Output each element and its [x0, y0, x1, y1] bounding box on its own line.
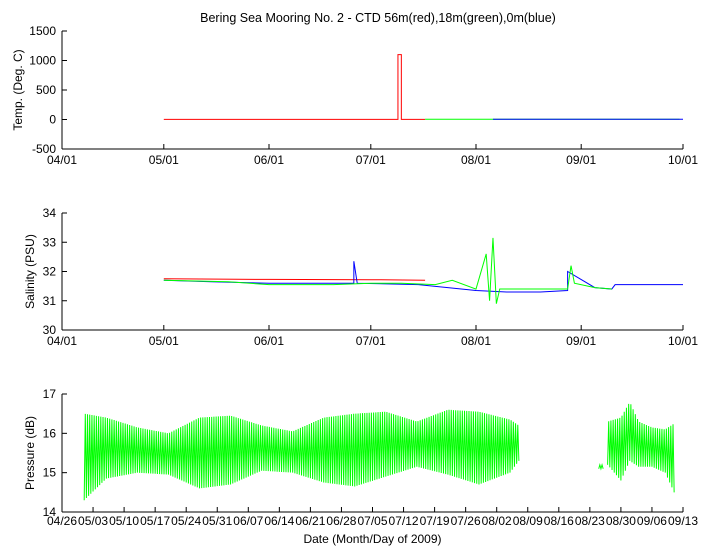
series-line-0-segment-2 — [607, 403, 675, 493]
plot-area — [163, 237, 683, 304]
y-tick-label: 30 — [43, 323, 57, 337]
series-line-0-segment-0 — [83, 409, 520, 501]
x-tick-label: 04/01 — [47, 153, 77, 167]
x-axis-label: Date (Month/Day of 2009) — [303, 532, 441, 546]
x-tick-label: 05/17 — [140, 514, 170, 528]
y-axis-label: Temp. (Deg. C) — [11, 49, 25, 130]
x-tick-label: 09/01 — [566, 153, 596, 167]
x-tick-label: 05/01 — [149, 334, 179, 348]
y-tick-label: 14 — [43, 505, 57, 519]
y-tick-label: 15 — [43, 466, 57, 480]
x-tick-label: 08/01 — [461, 153, 491, 167]
figure-title: Bering Sea Mooring No. 2 - CTD 56m(red),… — [200, 11, 556, 25]
x-tick-label: 08/16 — [544, 514, 574, 528]
x-tick-label: 09/01 — [566, 334, 596, 348]
y-tick-label: 31 — [43, 294, 57, 308]
x-tick-label: 07/01 — [356, 334, 386, 348]
x-tick-label: 07/05 — [357, 514, 387, 528]
series-line-0 — [163, 54, 426, 120]
x-tick-label: 06/21 — [295, 514, 325, 528]
y-axis-label: Salinity (PSU) — [23, 234, 37, 309]
x-tick-label: 04/01 — [47, 334, 77, 348]
y-tick-label: -500 — [32, 142, 56, 156]
y-tick-label: 32 — [43, 265, 57, 279]
x-tick-label: 08/09 — [513, 514, 543, 528]
temperature-panel: -500 0 500 1000 1500 04/01 05/01 06/01 07/01 08/0… — [11, 24, 698, 167]
x-tick-label: 07/26 — [451, 514, 481, 528]
y-tick-label: 16 — [43, 426, 57, 440]
x-tick-label: 06/28 — [326, 514, 356, 528]
x-tick-label: 08/30 — [606, 514, 636, 528]
series-line-2 — [163, 237, 612, 304]
x-tick-label: 09/13 — [668, 514, 698, 528]
x-tick-label: 10/01 — [668, 334, 698, 348]
y-tick-label: 1000 — [29, 54, 56, 68]
x-tick-label: 10/01 — [668, 153, 698, 167]
x-tick-label: 08/01 — [461, 334, 491, 348]
plot-area — [83, 403, 675, 501]
x-tick-label: 06/14 — [264, 514, 294, 528]
x-tick-label: 06/01 — [254, 334, 284, 348]
series-line-0-segment-1 — [598, 462, 604, 471]
x-tick-label: 07/12 — [389, 514, 419, 528]
x-tick-label: 07/19 — [420, 514, 450, 528]
x-tick-label: 05/10 — [109, 514, 139, 528]
x-tick-label: 09/06 — [637, 514, 667, 528]
plot-area — [163, 54, 683, 120]
x-tick-label: 06/07 — [233, 514, 263, 528]
x-tick-label: 04/26 — [47, 514, 77, 528]
series-line-0 — [163, 278, 426, 281]
series-line-1 — [163, 261, 683, 293]
y-axis-label: Pressure (dB) — [23, 416, 37, 490]
x-tick-label: 07/01 — [356, 153, 386, 167]
y-tick-label: 0 — [49, 113, 56, 127]
x-tick-label: 06/01 — [254, 153, 284, 167]
x-tick-label: 05/01 — [149, 153, 179, 167]
x-tick-label: 05/24 — [171, 514, 201, 528]
x-tick-label: 08/02 — [482, 514, 512, 528]
y-tick-label: 1500 — [29, 24, 56, 38]
y-tick-label: 17 — [43, 387, 57, 401]
x-tick-label: 08/23 — [575, 514, 605, 528]
x-tick-label: 05/03 — [78, 514, 108, 528]
x-tick-label: 05/31 — [202, 514, 232, 528]
y-tick-label: 34 — [43, 206, 57, 220]
y-tick-label: 33 — [43, 235, 57, 249]
y-tick-label: 500 — [36, 83, 56, 97]
salinity-panel: 30 31 32 33 34 04/01 05/01 06/01 07/01 08/01 09/01… — [23, 206, 698, 348]
